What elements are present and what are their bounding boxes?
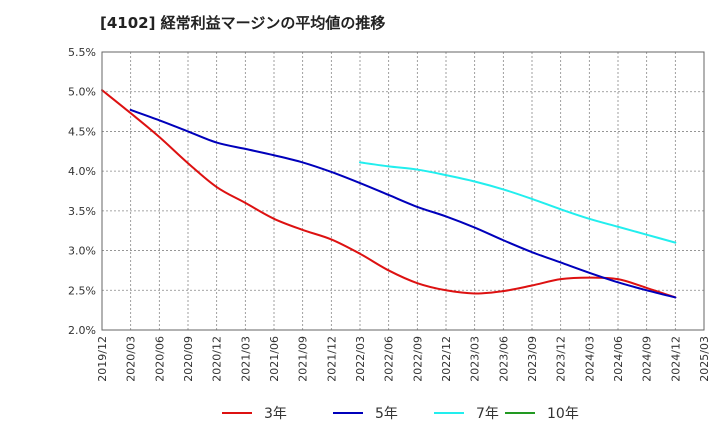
x-axis-tick-labels: 2019/12 2020/03 2020/06 2020/09 2020/12 2021/… xyxy=(96,336,711,382)
y-tick-label: 4.0% xyxy=(68,165,96,178)
x-tick-label: 2020/09 xyxy=(182,336,195,382)
x-tick-label: 2021/03 xyxy=(239,336,252,382)
y-tick-label: 2.0% xyxy=(68,324,96,337)
x-tick-label: 2021/09 xyxy=(297,336,310,382)
y-tick-label: 3.5% xyxy=(68,205,96,218)
x-tick-label: 2020/06 xyxy=(153,336,166,382)
x-tick-label: 2022/09 xyxy=(411,336,424,382)
chart-title: [4102] 経常利益マージンの平均値の推移 xyxy=(100,14,386,32)
grid-lines xyxy=(102,52,704,330)
x-tick-label: 2022/06 xyxy=(383,336,396,382)
x-tick-label: 2022/03 xyxy=(354,336,367,382)
y-tick-label: 5.0% xyxy=(68,86,96,99)
plot-area xyxy=(102,52,704,330)
x-tick-label: 2022/12 xyxy=(440,336,453,382)
x-tick-label: 2024/09 xyxy=(641,336,654,382)
series-line-3 xyxy=(359,161,677,244)
x-tick-label: 2019/12 xyxy=(96,336,109,382)
y-tick-label: 2.5% xyxy=(68,284,96,297)
y-tick-label: 5.5% xyxy=(68,46,96,59)
y-tick-label: 4.5% xyxy=(68,125,96,138)
x-tick-label: 2023/12 xyxy=(555,336,568,382)
x-tick-label: 2023/03 xyxy=(469,336,482,382)
x-tick-label: 2021/06 xyxy=(268,336,281,382)
series-line-1 xyxy=(101,89,677,299)
legend-label: 5年 xyxy=(375,406,398,422)
y-axis-tick-labels: 2.0% 2.5% 3.0% 3.5% 4.0% 4.5% 5.0% 5.5% xyxy=(68,46,96,337)
plot-border xyxy=(101,51,705,331)
x-tick-label: 2024/12 xyxy=(669,336,682,382)
legend-label: 10年 xyxy=(547,406,579,422)
x-tick-label: 2023/09 xyxy=(526,336,539,382)
y-tick-label: 3.0% xyxy=(68,245,96,258)
x-tick-label: 2020/12 xyxy=(211,336,224,382)
x-tick-label: 2020/03 xyxy=(125,336,138,382)
x-tick-label: 2021/12 xyxy=(325,336,338,382)
legend-label: 7年 xyxy=(476,406,499,422)
legend-label: 3年 xyxy=(264,406,287,422)
series-line-2 xyxy=(129,108,677,299)
legend: 3年 5年 7年 10年 xyxy=(222,406,579,422)
x-tick-label: 2025/03 xyxy=(698,336,711,382)
x-tick-label: 2024/03 xyxy=(583,336,596,382)
x-tick-label: 2023/06 xyxy=(497,336,510,382)
x-tick-label: 2024/06 xyxy=(612,336,625,382)
series-lines xyxy=(101,89,677,299)
